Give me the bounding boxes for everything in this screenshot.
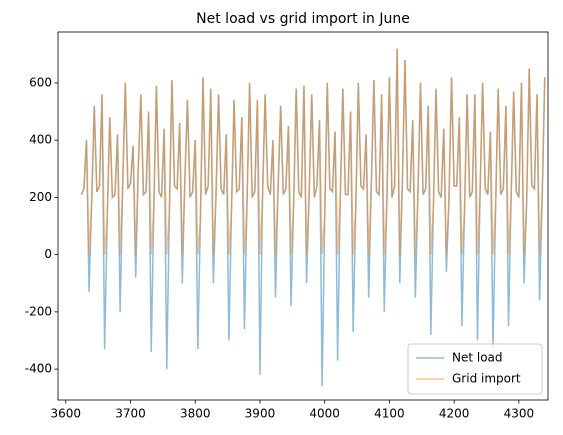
- y-tick-label: 200: [29, 190, 52, 204]
- x-tick-label: 3600: [50, 407, 81, 421]
- x-tick-label: 4100: [374, 407, 405, 421]
- x-tick-label: 3800: [180, 407, 211, 421]
- axes-frame: [57, 31, 549, 401]
- y-tick-label: -200: [25, 304, 52, 318]
- x-tick-label: 4300: [504, 407, 535, 421]
- y-tick-label: 600: [29, 75, 52, 89]
- x-tick-label: 3900: [245, 407, 276, 421]
- plot-area: [80, 48, 546, 387]
- y-tick-label: -400: [25, 362, 52, 376]
- x-tick-label: 4200: [439, 407, 470, 421]
- x-tick-label: 4000: [309, 407, 340, 421]
- y-tick-label: 0: [44, 247, 52, 261]
- x-tick-label: 3700: [115, 407, 146, 421]
- y-tick-label: 400: [29, 133, 52, 147]
- legend-box: [407, 343, 543, 395]
- series-line: [80, 48, 546, 255]
- legend-label: Grid import: [452, 372, 521, 386]
- legend-label: Net load: [452, 351, 503, 365]
- chart-title: Net load vs grid import in June: [196, 11, 410, 27]
